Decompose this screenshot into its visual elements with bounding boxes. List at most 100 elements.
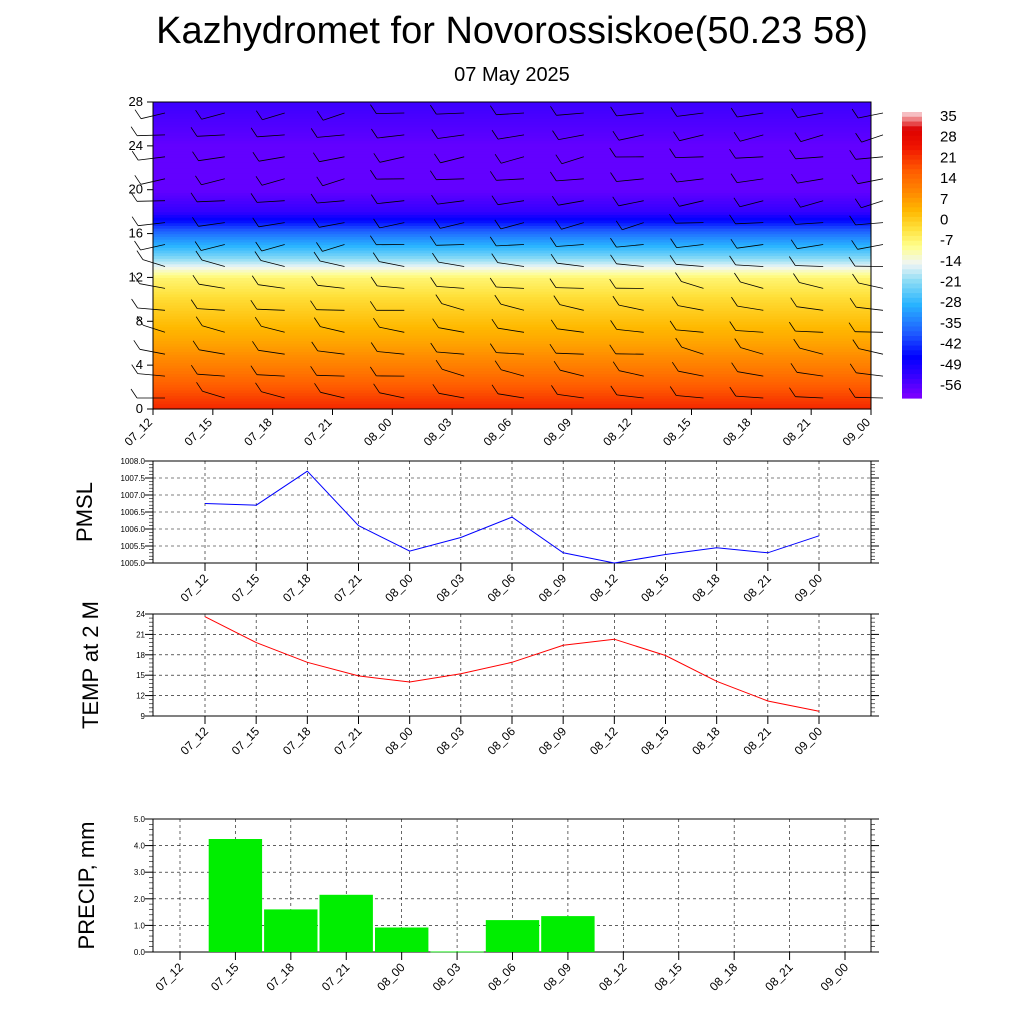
wind-barb-flag	[130, 388, 138, 399]
wind-barb-flag	[789, 215, 796, 225]
section-band	[153, 230, 871, 235]
precip-x-tick-label: 07_21	[319, 960, 353, 994]
wind-barb	[139, 348, 166, 355]
pmsl-x-tick-label: 08_03	[433, 571, 467, 605]
wind-barb	[678, 370, 704, 377]
wind-barb	[616, 178, 644, 182]
wind-barb-flag	[610, 237, 617, 248]
wind-barb-flag	[190, 127, 198, 137]
wind-barb-flag	[254, 251, 262, 261]
wind-barb-flag	[612, 130, 620, 141]
section-y-tick-label: 20	[129, 182, 143, 197]
wind-barb-flag	[310, 128, 318, 138]
wind-barb-flag	[489, 236, 497, 247]
wind-barb-flag	[131, 364, 139, 374]
wind-barb	[559, 304, 584, 311]
precip-y-tick-label: 3.0	[134, 868, 146, 877]
wind-barb-flag	[491, 129, 499, 140]
wind-barb-flag	[848, 322, 856, 332]
wind-barb	[202, 325, 225, 333]
section-band	[153, 304, 871, 309]
section-band	[153, 324, 871, 328]
wind-barb	[137, 373, 166, 377]
wind-barb-flag	[494, 294, 502, 305]
section-band	[153, 214, 871, 218]
section-x-tick-label: 08_18	[720, 415, 754, 449]
wind-barb-flag	[491, 253, 499, 263]
temp-y-tick-label: 12	[136, 692, 145, 701]
colorbar-cell	[902, 312, 922, 318]
pmsl-x-tick-label: 08_06	[485, 571, 519, 605]
wind-barb-flag	[316, 110, 324, 121]
colorbar-cell	[902, 245, 922, 251]
wind-barb-flag	[190, 192, 198, 203]
wind-barb	[800, 134, 824, 142]
wind-barb	[676, 395, 704, 399]
wind-barb	[257, 134, 285, 138]
wind-barb-flag	[489, 343, 497, 353]
wind-barb	[319, 156, 345, 163]
wind-barb-flag	[675, 272, 682, 282]
wind-barb-flag	[731, 296, 738, 307]
wind-barb-flag	[789, 149, 796, 160]
section-band	[153, 277, 871, 281]
wind-barb	[500, 369, 525, 377]
section-band	[153, 247, 871, 251]
section-band	[153, 266, 871, 270]
wind-barb	[198, 283, 225, 289]
wind-barb	[261, 325, 285, 333]
wind-barb	[320, 391, 345, 399]
section-band	[153, 258, 871, 262]
wind-barb-flag	[791, 173, 798, 184]
colorbar-cell	[902, 140, 922, 146]
wind-barb-flag	[794, 132, 802, 142]
wind-barb-flag	[192, 217, 199, 227]
temp-x-tick-label: 08_15	[638, 724, 672, 758]
wind-barb-flag	[489, 277, 497, 288]
colorbar-cell	[902, 255, 922, 261]
colorbar-label: -49	[940, 356, 962, 373]
section-band	[153, 118, 871, 122]
section-band	[153, 173, 871, 177]
wind-barb-flag	[131, 216, 139, 226]
wind-barb	[796, 371, 824, 377]
temp-y-tick-label: 24	[136, 610, 145, 619]
wind-barb	[855, 222, 884, 226]
wind-barb	[739, 200, 764, 208]
section-band	[153, 329, 871, 333]
wind-barb-flag	[849, 215, 856, 226]
wind-barb-flag	[791, 108, 798, 118]
colorbar-label: -35	[940, 315, 962, 332]
colorbar-cell	[902, 350, 922, 356]
wind-barb-flag	[435, 294, 443, 304]
wind-barb-flag	[192, 274, 200, 285]
pmsl-x-tick-label: 08_21	[740, 571, 774, 605]
precip-x-tick-label: 08_15	[651, 960, 685, 994]
wind-barb-flag	[250, 365, 258, 375]
wind-barb	[618, 304, 644, 311]
wind-barb	[142, 259, 166, 267]
colorbar-cell	[902, 154, 922, 161]
wind-barb-flag	[848, 388, 856, 398]
section-band	[153, 123, 871, 128]
wind-barb-flag	[254, 316, 262, 327]
section-band	[153, 192, 871, 196]
pmsl-y-tick-label: 1006.5	[121, 508, 146, 517]
wind-barb-flag	[373, 383, 380, 394]
section-x-tick-label: 07_15	[181, 415, 215, 449]
section-band	[153, 178, 871, 183]
wind-barb	[377, 351, 405, 355]
section-band	[153, 395, 871, 399]
section-band	[153, 367, 871, 372]
wind-barb-flag	[852, 339, 860, 349]
wind-barb	[438, 327, 465, 333]
colorbar-cell	[902, 164, 922, 170]
section-band	[153, 225, 871, 229]
wind-barb	[737, 305, 764, 311]
wind-barbs	[130, 104, 884, 399]
wind-barb	[138, 222, 166, 227]
wind-barb-flag	[316, 242, 323, 252]
precip-bar	[264, 909, 318, 952]
